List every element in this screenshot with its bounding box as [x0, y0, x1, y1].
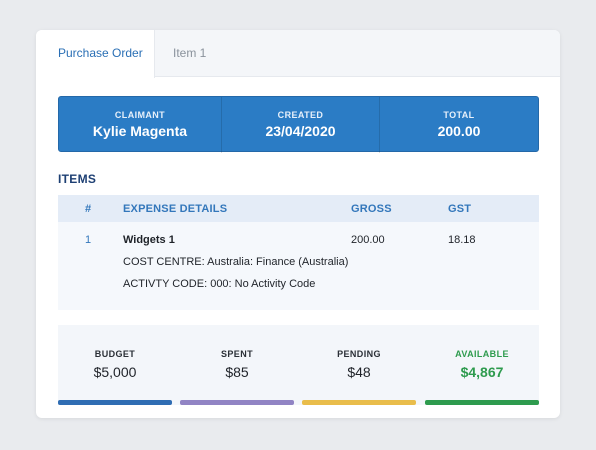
spent-bar	[180, 400, 294, 405]
column-expense-details: EXPENSE DETAILS	[123, 203, 228, 215]
purchase-order-card: Purchase Order Item 1 CLAIMANT Kylie Mag…	[36, 30, 560, 418]
item-gst: 18.18	[448, 234, 476, 246]
available-bar	[425, 400, 539, 405]
budget-column: BUDGET $5,000	[58, 325, 172, 405]
table-row[interactable]: 1 Widgets 1 COST CENTRE: Australia: Fina…	[58, 222, 539, 310]
items-heading: ITEMS	[58, 172, 97, 186]
tab-bar: Purchase Order Item 1	[36, 30, 560, 78]
pending-label: PENDING	[337, 349, 381, 359]
spent-label: SPENT	[220, 349, 253, 359]
created-label: CREATED	[277, 110, 324, 120]
item-cost-centre: COST CENTRE: Australia: Finance (Austral…	[123, 256, 349, 268]
item-gross: 200.00	[351, 234, 385, 246]
row-number: 1	[85, 234, 92, 246]
budget-value: $5,000	[93, 364, 137, 380]
available-column: AVAILABLE $4,867	[425, 325, 539, 405]
item-activity-code: ACTIVTY CODE: 000: No Activity Code	[123, 278, 316, 290]
spent-value: $85	[225, 364, 249, 380]
summary-banner: CLAIMANT Kylie Magenta CREATED 23/04/202…	[58, 96, 539, 153]
column-gross: GROSS	[351, 203, 392, 215]
pending-column: PENDING $48	[302, 325, 416, 405]
items-table-header: # EXPENSE DETAILS GROSS GST	[58, 195, 539, 222]
spent-column: SPENT $85	[180, 325, 294, 405]
created-value: 23/04/2020	[265, 123, 336, 139]
total-value: 200.00	[437, 123, 481, 139]
available-value: $4,867	[460, 364, 504, 380]
column-gst: GST	[448, 203, 472, 215]
column-number: #	[85, 203, 92, 215]
claimant-label: CLAIMANT	[114, 110, 166, 120]
pending-value: $48	[347, 364, 371, 380]
summary-divider	[221, 97, 222, 153]
budget-bar	[58, 400, 172, 405]
summary-divider	[379, 97, 380, 153]
tab-purchase-order[interactable]: Purchase Order	[36, 30, 155, 78]
total-cell: TOTAL 200.00	[380, 97, 538, 153]
budget-summary: BUDGET $5,000 SPENT $85 PENDING $48 AVAI…	[58, 325, 539, 405]
claimant-cell: CLAIMANT Kylie Magenta	[59, 97, 221, 153]
budget-label: BUDGET	[94, 349, 136, 359]
claimant-value: Kylie Magenta	[92, 123, 188, 139]
item-name: Widgets 1	[123, 234, 175, 246]
tab-item-1[interactable]: Item 1	[173, 46, 207, 60]
pending-bar	[302, 400, 416, 405]
created-cell: CREATED 23/04/2020	[222, 97, 379, 153]
available-label: AVAILABLE	[455, 349, 509, 359]
total-label: TOTAL	[443, 110, 475, 120]
